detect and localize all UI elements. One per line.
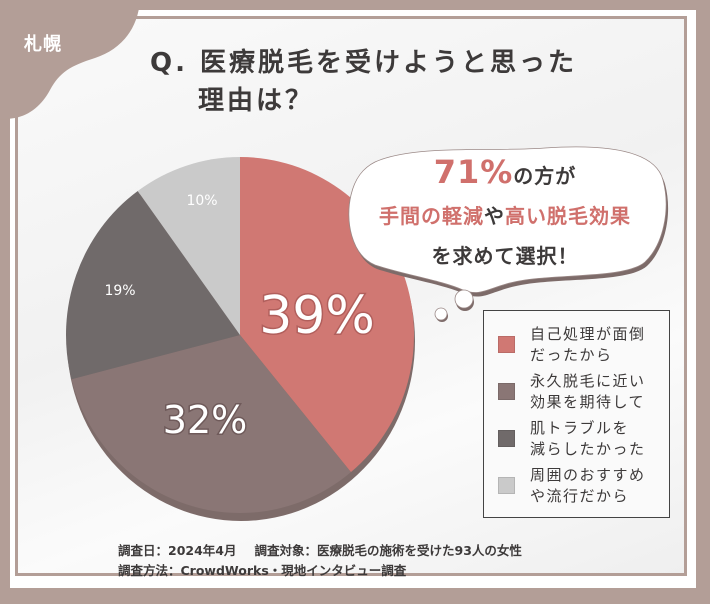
- page-title: Q. 医療脱毛を受けようと思った 理由は？: [150, 44, 577, 120]
- survey-method: 調査方法：CrowdWorks・現地インタビュー調査: [118, 563, 407, 578]
- title-line-1: Q. 医療脱毛を受けようと思った: [150, 48, 578, 78]
- legend-label: 自己処理が面倒 だったから: [530, 324, 646, 364]
- survey-target: 調査対象：医療脱毛の施術を受けた93人の女性: [254, 543, 522, 558]
- legend-label: 永久脱毛に近い 効果を期待して: [530, 371, 646, 411]
- pie-slice: [65, 190, 240, 380]
- slice-label-39: 39%: [259, 286, 375, 346]
- pie-slice: [137, 157, 240, 335]
- corner-blob: [0, 0, 140, 120]
- slice-label-32: 32%: [163, 398, 247, 442]
- legend-swatch-icon: [498, 430, 515, 447]
- chart-legend: 自己処理が面倒 だったから 永久脱毛に近い 効果を期待して 肌トラブルを 減らし…: [483, 310, 670, 518]
- callout-connector: や: [484, 204, 505, 228]
- title-line-2: 理由は？: [198, 86, 315, 116]
- callout-line3: を求めて選択！: [431, 244, 579, 268]
- legend-swatch-icon: [498, 336, 515, 353]
- callout-text: 71%の方が 手間の軽減や高い脱毛効果 を求めて選択！: [345, 152, 665, 276]
- callout-highlight-1: 手間の軽減: [379, 204, 484, 228]
- survey-date: 調査日：2024年4月: [118, 543, 237, 558]
- legend-item: 周囲のおすすめ や流行だから: [498, 462, 669, 509]
- region-tag: 札幌: [24, 34, 62, 55]
- slice-label-19: 19%: [104, 283, 135, 299]
- legend-item: 永久脱毛に近い 効果を期待して: [498, 368, 669, 415]
- callout-percent: 71%: [433, 153, 514, 191]
- legend-item: 自己処理が面倒 だったから: [498, 321, 669, 368]
- pie-chart: 39% 32% 19% 10%: [65, 157, 415, 521]
- legend-label: 周囲のおすすめ や流行だから: [530, 465, 646, 505]
- callout-highlight-2: 高い脱毛効果: [505, 204, 631, 228]
- pie-slice: [71, 335, 351, 513]
- legend-swatch-icon: [498, 383, 515, 400]
- callout-line1-rest: の方が: [513, 164, 577, 188]
- legend-label: 肌トラブルを 減らしたかった: [530, 418, 646, 458]
- survey-footer: 調査日：2024年4月 調査対象：医療脱毛の施術を受けた93人の女性 調査方法：C…: [118, 541, 522, 581]
- legend-item: 肌トラブルを 減らしたかった: [498, 415, 669, 462]
- legend-swatch-icon: [498, 477, 515, 494]
- speech-bubble: [348, 146, 669, 322]
- slice-label-10: 10%: [186, 193, 217, 209]
